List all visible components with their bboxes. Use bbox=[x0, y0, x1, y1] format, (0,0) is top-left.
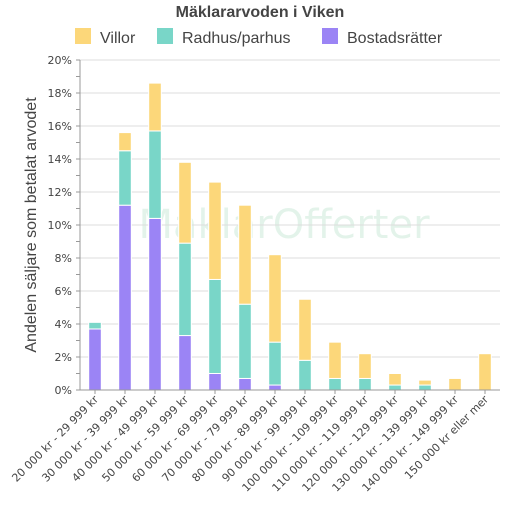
y-tick-labels: 0% 2% 4% 6% 8% 10% 12% 14% 16% 18% 20% bbox=[48, 54, 72, 397]
bar-segment[interactable] bbox=[178, 242, 192, 337]
y-tick-label: 4% bbox=[55, 318, 72, 331]
chart-title: Mäklararvoden i Viken bbox=[176, 4, 345, 21]
legend-swatch-radhus-parhus[interactable] bbox=[157, 28, 173, 44]
legend-label-radhus-parhus[interactable]: Radhus/parhus bbox=[182, 30, 291, 47]
bar-segment[interactable] bbox=[298, 359, 312, 391]
y-tick-label: 12% bbox=[48, 186, 72, 199]
bar-segment[interactable] bbox=[358, 353, 372, 379]
bar-segment[interactable] bbox=[178, 161, 192, 244]
bar-segment[interactable] bbox=[238, 303, 252, 379]
axes bbox=[76, 59, 500, 394]
legend-swatch-villor[interactable] bbox=[75, 28, 91, 44]
bar-segment[interactable] bbox=[118, 132, 132, 152]
bar-segment[interactable] bbox=[448, 377, 462, 391]
bar-segment[interactable] bbox=[208, 181, 222, 280]
y-tick-label: 14% bbox=[48, 153, 72, 166]
bar-segment[interactable] bbox=[268, 341, 282, 386]
bar-segment[interactable] bbox=[88, 328, 102, 391]
legend-swatch-bostadsr-tter[interactable] bbox=[322, 28, 338, 44]
bar-segment[interactable] bbox=[178, 335, 192, 391]
bar-segment[interactable] bbox=[418, 379, 432, 386]
y-tick-label: 16% bbox=[48, 120, 72, 133]
bar-segment[interactable] bbox=[328, 341, 342, 379]
grid bbox=[80, 59, 500, 391]
bar-segment[interactable] bbox=[148, 82, 162, 132]
bar-segment[interactable] bbox=[148, 130, 162, 219]
bar-segment[interactable] bbox=[238, 377, 252, 391]
bars bbox=[88, 82, 492, 391]
y-tick-label: 0% bbox=[55, 384, 72, 397]
legend: Villor Radhus/parhus Bostadsrätter bbox=[75, 28, 443, 47]
bar-segment[interactable] bbox=[238, 204, 252, 305]
bar-segment[interactable] bbox=[388, 373, 402, 386]
y-tick-label: 6% bbox=[55, 285, 72, 298]
bar-segment[interactable] bbox=[118, 204, 132, 391]
y-tick-label: 18% bbox=[48, 87, 72, 100]
bar-segment[interactable] bbox=[478, 353, 492, 391]
legend-label-bostadsr-tter[interactable]: Bostadsrätter bbox=[347, 30, 443, 47]
bar-segment[interactable] bbox=[268, 254, 282, 343]
legend-label-villor[interactable]: Villor bbox=[100, 30, 136, 47]
y-tick-label: 2% bbox=[55, 351, 72, 364]
bar-segment[interactable] bbox=[118, 150, 132, 206]
bar-segment[interactable] bbox=[388, 384, 402, 391]
y-axis-title: Andelen säljare som betalat arvodet bbox=[23, 97, 40, 353]
bar-segment[interactable] bbox=[358, 377, 372, 391]
bar-segment[interactable] bbox=[208, 278, 222, 375]
bar-segment[interactable] bbox=[148, 217, 162, 391]
bar-segment[interactable] bbox=[418, 384, 432, 391]
bar-segment[interactable] bbox=[88, 321, 102, 330]
y-tick-label: 8% bbox=[55, 252, 72, 265]
y-tick-label: 20% bbox=[48, 54, 72, 67]
bar-segment[interactable] bbox=[268, 384, 282, 391]
y-tick-label: 10% bbox=[48, 219, 72, 232]
bar-segment[interactable] bbox=[328, 377, 342, 391]
bar-segment[interactable] bbox=[208, 373, 222, 391]
bar-segment[interactable] bbox=[298, 298, 312, 361]
